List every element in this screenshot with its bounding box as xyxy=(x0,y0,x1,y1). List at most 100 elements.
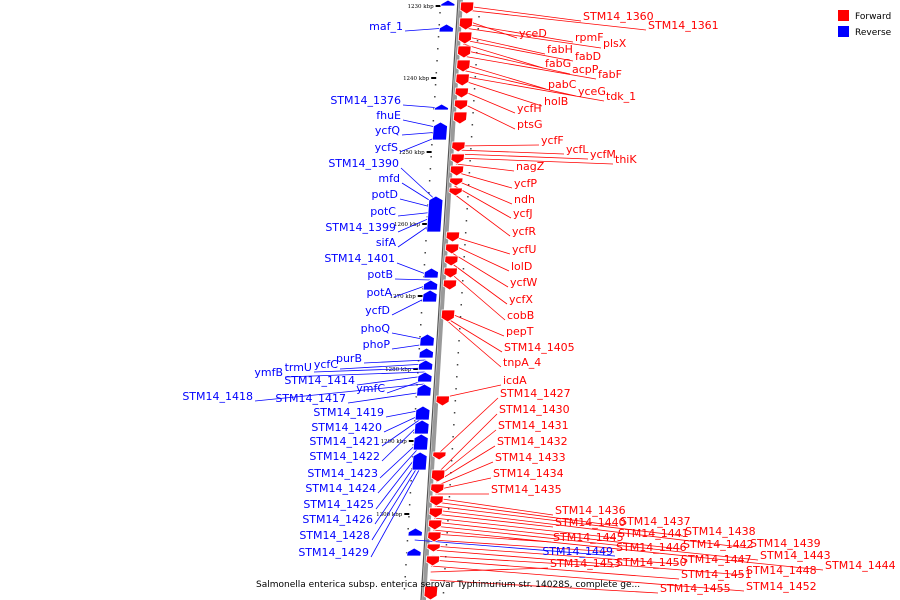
track-dot xyxy=(409,492,412,494)
forward-gene-feature xyxy=(452,111,468,125)
forward-gene-label: ycfH xyxy=(517,102,542,115)
track-dot xyxy=(435,72,438,74)
reverse-gene-label: STM14_1376 xyxy=(330,94,401,107)
tick-label: 1260 kbp xyxy=(394,222,421,228)
track-dot xyxy=(445,544,448,546)
forward-gene-feature xyxy=(426,543,441,553)
track-dot xyxy=(434,84,437,86)
track-dot xyxy=(429,168,432,170)
reverse-gene-label: ycfC xyxy=(314,358,338,371)
reverse-gene-label: STM14_1423 xyxy=(307,467,378,480)
forward-gene-label: STM14_1439 xyxy=(750,537,821,550)
forward-gene-label: STM14_1430 xyxy=(499,403,570,416)
reverse-gene-label: STM14_1417 xyxy=(275,392,346,405)
reverse-gene-feature xyxy=(426,195,444,233)
forward-callout-line xyxy=(450,243,510,272)
track-dot xyxy=(420,324,422,326)
reverse-gene-feature xyxy=(438,23,454,33)
forward-gene-feature xyxy=(443,267,458,279)
forward-callout-line xyxy=(461,63,547,90)
forward-gene-feature xyxy=(435,395,451,407)
forward-gene-label: fabH xyxy=(547,43,573,56)
forward-gene-label: thiK xyxy=(615,153,637,166)
track-dot xyxy=(404,576,406,578)
forward-callout-line xyxy=(436,445,496,483)
track-dot xyxy=(462,268,465,270)
forward-gene-label: acpP xyxy=(572,63,599,76)
forward-callout-line xyxy=(461,69,577,97)
forward-gene-label: ycfX xyxy=(509,293,533,306)
forward-gene-feature xyxy=(444,243,460,255)
track-dot xyxy=(405,552,408,554)
reverse-callout-line xyxy=(414,539,616,557)
reverse-gene-label: STM14_1390 xyxy=(328,157,399,170)
forward-gene-feature xyxy=(430,469,446,483)
track-dot xyxy=(407,528,409,530)
reverse-gene-feature xyxy=(407,527,423,537)
track-dot xyxy=(411,456,414,458)
track-dot xyxy=(455,388,457,390)
tick-label: 1240 kbp xyxy=(403,76,430,82)
forward-callout-line xyxy=(455,163,515,172)
tick-label: 1270 kbp xyxy=(390,294,417,300)
forward-gene-label: STM14_1432 xyxy=(497,435,568,448)
track-dot xyxy=(442,592,445,594)
forward-gene-label: ycfR xyxy=(512,225,536,238)
forward-gene-label: STM14_1451 xyxy=(681,568,752,581)
tick-mark xyxy=(422,223,428,225)
forward-callout-line xyxy=(456,149,565,155)
forward-callout-line xyxy=(436,429,497,479)
reverse-gene-feature xyxy=(421,289,438,303)
forward-gene-feature xyxy=(453,99,469,111)
forward-callout-line xyxy=(434,517,617,539)
forward-callout-line xyxy=(446,319,502,368)
track-dot xyxy=(457,352,460,354)
reverse-gene-label: STM14_1414 xyxy=(284,374,355,387)
tick-layer: 1230 kbp 1240 kbp 1250 kbp 1260 kbp 1270 kbp… xyxy=(376,4,480,594)
forward-gene-label: ycfJ xyxy=(513,207,533,220)
reverse-gene-label: STM14_1449 xyxy=(542,545,613,558)
forward-gene-label: holB xyxy=(544,95,568,108)
gene-features xyxy=(406,0,475,600)
forward-callout-line xyxy=(446,311,505,337)
reverse-gene-label: ycfS xyxy=(375,141,398,154)
forward-gene-label: ycfF xyxy=(541,134,564,147)
reverse-gene-label: STM14_1420 xyxy=(311,421,382,434)
forward-gene-label: ndh xyxy=(514,193,535,206)
reverse-callout-line xyxy=(356,375,425,386)
track-dot xyxy=(459,328,461,330)
track-dot xyxy=(473,88,476,90)
reverse-gene-feature xyxy=(406,547,422,557)
track-dot xyxy=(470,148,472,150)
reverse-gene-label: potA xyxy=(366,286,392,299)
track-dot xyxy=(456,364,459,366)
forward-gene-label: STM14_1427 xyxy=(500,387,571,400)
forward-callout-line xyxy=(464,23,574,43)
reverse-gene-label: ymfC xyxy=(356,382,385,395)
reverse-gene-feature xyxy=(418,347,434,359)
reverse-callout-line xyxy=(347,391,424,404)
reverse-callout-line xyxy=(377,445,421,494)
track-dot xyxy=(473,100,475,102)
reverse-gene-label: STM14_1421 xyxy=(309,435,380,448)
reverse-gene-label: fhuE xyxy=(376,109,401,122)
track-dot xyxy=(432,120,435,122)
forward-gene-label: STM14_1452 xyxy=(746,580,817,593)
forward-callout-line xyxy=(454,185,512,219)
track-dot xyxy=(406,540,409,542)
forward-gene-label: STM14_1435 xyxy=(491,483,562,496)
forward-gene-feature xyxy=(425,555,441,567)
forward-gene-feature xyxy=(457,31,473,45)
forward-callout-line xyxy=(460,89,516,114)
reverse-gene-label: STM14_1422 xyxy=(309,450,380,463)
forward-gene-label: fabD xyxy=(575,50,601,63)
forward-gene-label: ycfW xyxy=(510,276,537,289)
forward-gene-label: yceD xyxy=(519,27,547,40)
track-dot xyxy=(420,312,423,314)
forward-gene-label: STM14_1443 xyxy=(760,549,831,562)
forward-callout-line xyxy=(431,555,615,568)
forward-gene-label: fabG xyxy=(545,57,571,70)
forward-gene-label: STM14_1446 xyxy=(616,541,687,554)
reverse-callout-line xyxy=(339,363,426,370)
forward-gene-feature xyxy=(449,165,465,177)
